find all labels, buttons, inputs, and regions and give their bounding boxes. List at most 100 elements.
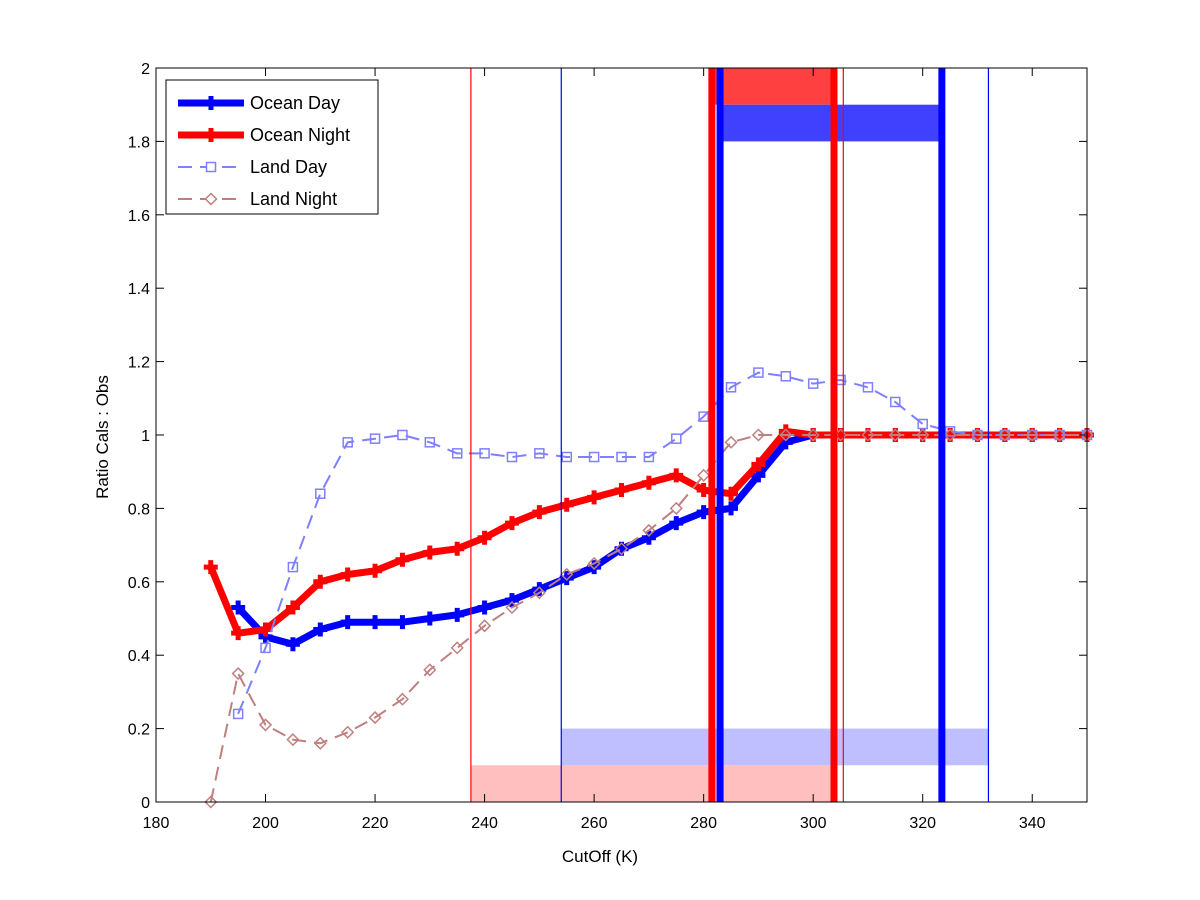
data-point [231,600,246,615]
data-point [862,382,874,393]
data-point [342,437,353,448]
legend: Ocean Day Ocean Night Land Day Land Night [165,79,379,215]
y-tick-label: 0 [141,795,150,812]
data-point [477,530,492,545]
data-point [313,622,328,637]
data-point [696,505,711,520]
data-point [588,451,600,463]
data-point [260,642,271,654]
data-point [751,457,766,472]
data-point [422,611,437,626]
data-point [450,641,464,655]
legend-marker [204,128,218,142]
data-point [423,663,437,677]
axis-ticks: 180 200 220 240 260 280 300 320 340 0 0.2 0.4 0.6 0.8… [128,61,1087,832]
data-point [998,428,1012,442]
data-point [641,475,656,490]
data-point [970,428,985,442]
data-point [561,451,572,463]
data-point [203,560,218,575]
y-tick-label: 1.4 [128,281,150,298]
y-tick-label: 0.2 [128,722,150,739]
data-point [944,426,956,437]
data-point [395,692,410,706]
data-point [395,552,410,567]
data-point [724,435,738,449]
data-point [341,725,355,739]
data-point [753,367,764,378]
data-point [313,574,328,589]
data-point [313,736,327,750]
legend-marker [205,161,217,173]
series-line [237,371,1087,715]
data-point [505,600,519,615]
data-point [451,448,463,459]
data-point [532,505,547,520]
data-point [614,542,629,556]
data-point [641,530,656,545]
x-tick-label: 240 [471,815,498,832]
data-point [669,516,684,531]
data-point [779,428,793,442]
data-point [724,486,739,501]
legend-label: Ocean Night [250,125,350,145]
data-point [671,433,682,444]
data-point [1053,428,1067,442]
data-point [890,396,901,408]
y-tick-label: 0.4 [128,648,150,665]
vertical-markers [470,68,990,802]
data-point [504,593,519,608]
data-point [587,490,602,505]
x-tick-label: 320 [909,815,936,832]
data-point [340,615,355,630]
y-axis-label: Ratio Cals : Obs [93,375,112,499]
data-point [397,429,408,441]
legend-marker [204,96,218,110]
data-point [424,437,436,448]
series-ocean-day [231,428,1094,652]
x-tick-label: 280 [690,815,717,832]
data-point [450,541,465,556]
data-point [477,600,492,615]
data-point [340,567,355,582]
x-axis-label: CutOff (K) [562,847,638,866]
data-point [696,483,711,498]
data-point [368,615,383,630]
data-point [669,501,683,515]
y-tick-label: 1.2 [128,355,150,372]
data-point [697,468,711,482]
y-tick-label: 0.8 [128,501,150,518]
band-2 [711,68,834,105]
data-point [204,795,218,809]
data-point [285,600,300,615]
data-point [698,411,709,422]
y-tick-label: 0.6 [128,575,150,592]
data-point [368,711,382,725]
data-point [888,428,902,442]
data-point [504,516,519,531]
data-point [395,615,410,630]
data-point [725,382,737,393]
y-tick-label: 1.8 [128,134,150,151]
x-tick-label: 180 [143,815,170,832]
data-point [560,567,574,582]
data-point [285,637,300,652]
data-point [286,733,300,747]
data-point [506,451,518,463]
data-point [559,571,574,586]
series-land-day [232,367,1093,720]
data-point [479,448,490,459]
data-point [422,545,437,560]
data-point [614,483,629,498]
data-point [807,378,819,389]
x-tick-label: 340 [1019,815,1046,832]
data-point [369,433,381,444]
data-point [643,451,655,463]
data-point [231,626,246,641]
x-tick-label: 260 [581,815,608,832]
data-point [943,428,957,442]
data-point [642,523,656,537]
data-point [587,556,601,571]
series-line [235,431,1087,648]
